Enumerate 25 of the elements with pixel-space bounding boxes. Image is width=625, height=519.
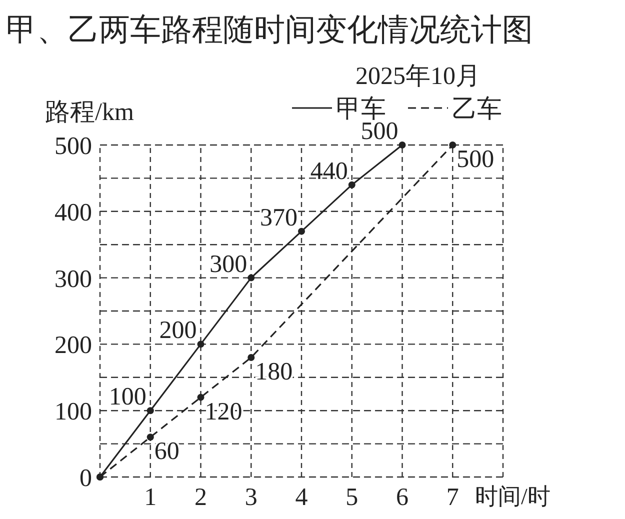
y-tick-label: 500 — [54, 133, 92, 160]
x-tick-label: 7 — [446, 484, 459, 511]
y-tick-label: 300 — [54, 266, 92, 293]
y-tick-label: 200 — [54, 332, 92, 360]
y-tick-label: 400 — [54, 199, 92, 226]
chart-subtitle: 2025年10月 — [356, 63, 480, 90]
x-tick-label: 3 — [244, 484, 258, 511]
y-tick-label: 0 — [80, 465, 92, 492]
x-axis-title: 时间/时 — [475, 484, 550, 509]
y-tick-label: 100 — [54, 398, 92, 426]
data-label: 100 — [108, 384, 146, 411]
data-label: 60 — [154, 438, 180, 466]
data-label: 200 — [159, 317, 197, 344]
x-tick-label: 5 — [346, 484, 358, 511]
legend-label: 甲车 — [336, 96, 386, 123]
data-label: 500 — [456, 146, 494, 173]
x-tick-label: 4 — [295, 484, 308, 511]
x-tick-label: 1 — [144, 484, 157, 511]
data-label: 300 — [210, 250, 248, 278]
x-tick-label: 2 — [194, 484, 207, 511]
data-label: 370 — [260, 204, 298, 232]
chart-title: 甲、乙两车路程随时间变化情况统计图 — [6, 12, 533, 48]
legend-label: 乙车 — [452, 96, 502, 123]
y-axis-title: 路程/km — [45, 99, 134, 126]
x-tick-label: 6 — [396, 484, 408, 511]
